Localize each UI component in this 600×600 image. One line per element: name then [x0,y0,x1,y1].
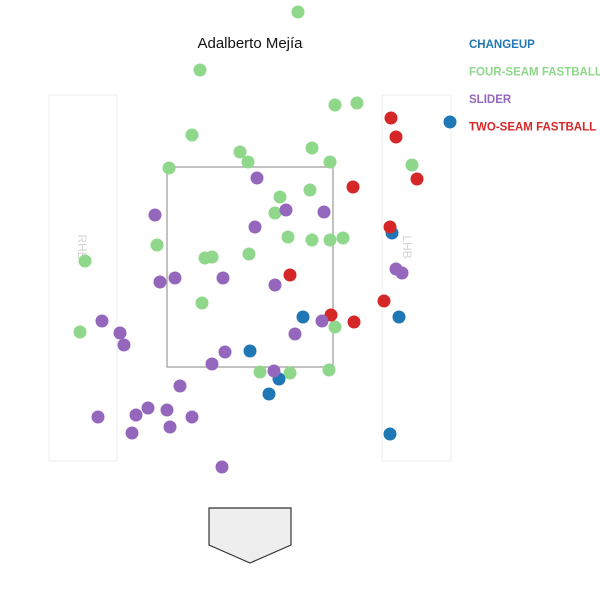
pitch-point-four-seam-fastball [268,206,282,220]
pitch-point-slider [250,171,264,185]
pitch-point-two-seam-fastball [347,315,361,329]
strike-zone [166,166,334,368]
pitch-point-two-seam-fastball [346,180,360,194]
pitch-point-four-seam-fastball [323,233,337,247]
pitch-point-four-seam-fastball [328,98,342,112]
pitch-points [73,5,457,474]
pitch-point-two-seam-fastball [283,268,297,282]
pitch-point-slider [248,220,262,234]
pitch-point-slider [268,278,282,292]
legend-item: FOUR-SEAM FASTBALL [469,67,600,79]
chart-title: Adalberto Mejía [197,35,303,52]
pitch-point-four-seam-fastball [336,231,350,245]
pitch-point-slider [173,379,187,393]
pitch-point-four-seam-fastball [273,190,287,204]
pitch-point-slider [91,410,105,424]
pitch-point-four-seam-fastball [350,96,364,110]
pitch-point-four-seam-fastball [78,254,92,268]
legend-item: CHANGEUP [469,39,535,51]
left-batter-box: RHB [48,94,118,462]
pitch-point-slider [153,275,167,289]
pitch-point-two-seam-fastball [377,294,391,308]
pitch-point-four-seam-fastball [193,63,207,77]
left-batter-box-label: RHB [75,234,89,259]
pitch-point-four-seam-fastball [253,365,267,379]
pitch-point-slider [125,426,139,440]
pitch-point-slider [279,203,293,217]
pitch-point-slider [95,314,109,328]
pitch-point-four-seam-fastball [328,320,342,334]
pitch-point-slider [113,326,127,340]
pitch-point-changeup [443,115,457,129]
pitch-point-two-seam-fastball [384,111,398,125]
pitch-point-slider [148,208,162,222]
pitch-point-slider [185,410,199,424]
pitch-point-four-seam-fastball [291,5,305,19]
pitch-point-slider [160,403,174,417]
pitch-point-four-seam-fastball [73,325,87,339]
pitch-point-slider [117,338,131,352]
pitch-point-four-seam-fastball [303,183,317,197]
pitch-point-slider [216,271,230,285]
pitch-point-two-seam-fastball [389,130,403,144]
pitch-point-slider [129,408,143,422]
pitch-point-four-seam-fastball [185,128,199,142]
pitch-point-four-seam-fastball [241,155,255,169]
pitch-point-four-seam-fastball [162,161,176,175]
pitch-point-four-seam-fastball [242,247,256,261]
pitch-point-slider [267,364,281,378]
pitch-point-four-seam-fastball [323,155,337,169]
pitch-point-changeup [262,387,276,401]
pitch-point-four-seam-fastball [233,145,247,159]
pitch-point-slider [389,262,403,276]
pitch-point-slider [163,420,177,434]
home-plate [208,507,292,564]
pitch-point-four-seam-fastball [322,363,336,377]
pitch-point-slider [215,460,229,474]
pitch-point-changeup [243,344,257,358]
pitch-point-slider [315,314,329,328]
pitch-point-four-seam-fastball [150,238,164,252]
pitch-point-four-seam-fastball [195,296,209,310]
pitch-point-two-seam-fastball [410,172,424,186]
pitch-point-changeup [383,427,397,441]
pitch-point-changeup [392,310,406,324]
pitch-point-slider [205,357,219,371]
pitch-point-four-seam-fastball [405,158,419,172]
pitch-point-two-seam-fastball [383,220,397,234]
pitch-point-four-seam-fastball [305,233,319,247]
pitch-point-four-seam-fastball [305,141,319,155]
pitch-point-four-seam-fastball [281,230,295,244]
pitch-point-slider [141,401,155,415]
legend-item: TWO-SEAM FASTBALL [469,122,596,134]
right-batter-box: LHB [381,94,452,462]
legend-item: SLIDER [469,94,512,106]
pitch-point-changeup [296,310,310,324]
pitch-point-four-seam-fastball [283,366,297,380]
pitch-point-four-seam-fastball [198,251,212,265]
right-batter-box-label: LHB [400,235,414,258]
legend: CHANGEUP FOUR-SEAM FASTBALL SLIDER TWO-SEAM… [469,39,600,134]
pitch-point-slider [218,345,232,359]
pitch-point-slider [317,205,331,219]
pitch-point-slider [168,271,182,285]
pitch-point-slider [288,327,302,341]
